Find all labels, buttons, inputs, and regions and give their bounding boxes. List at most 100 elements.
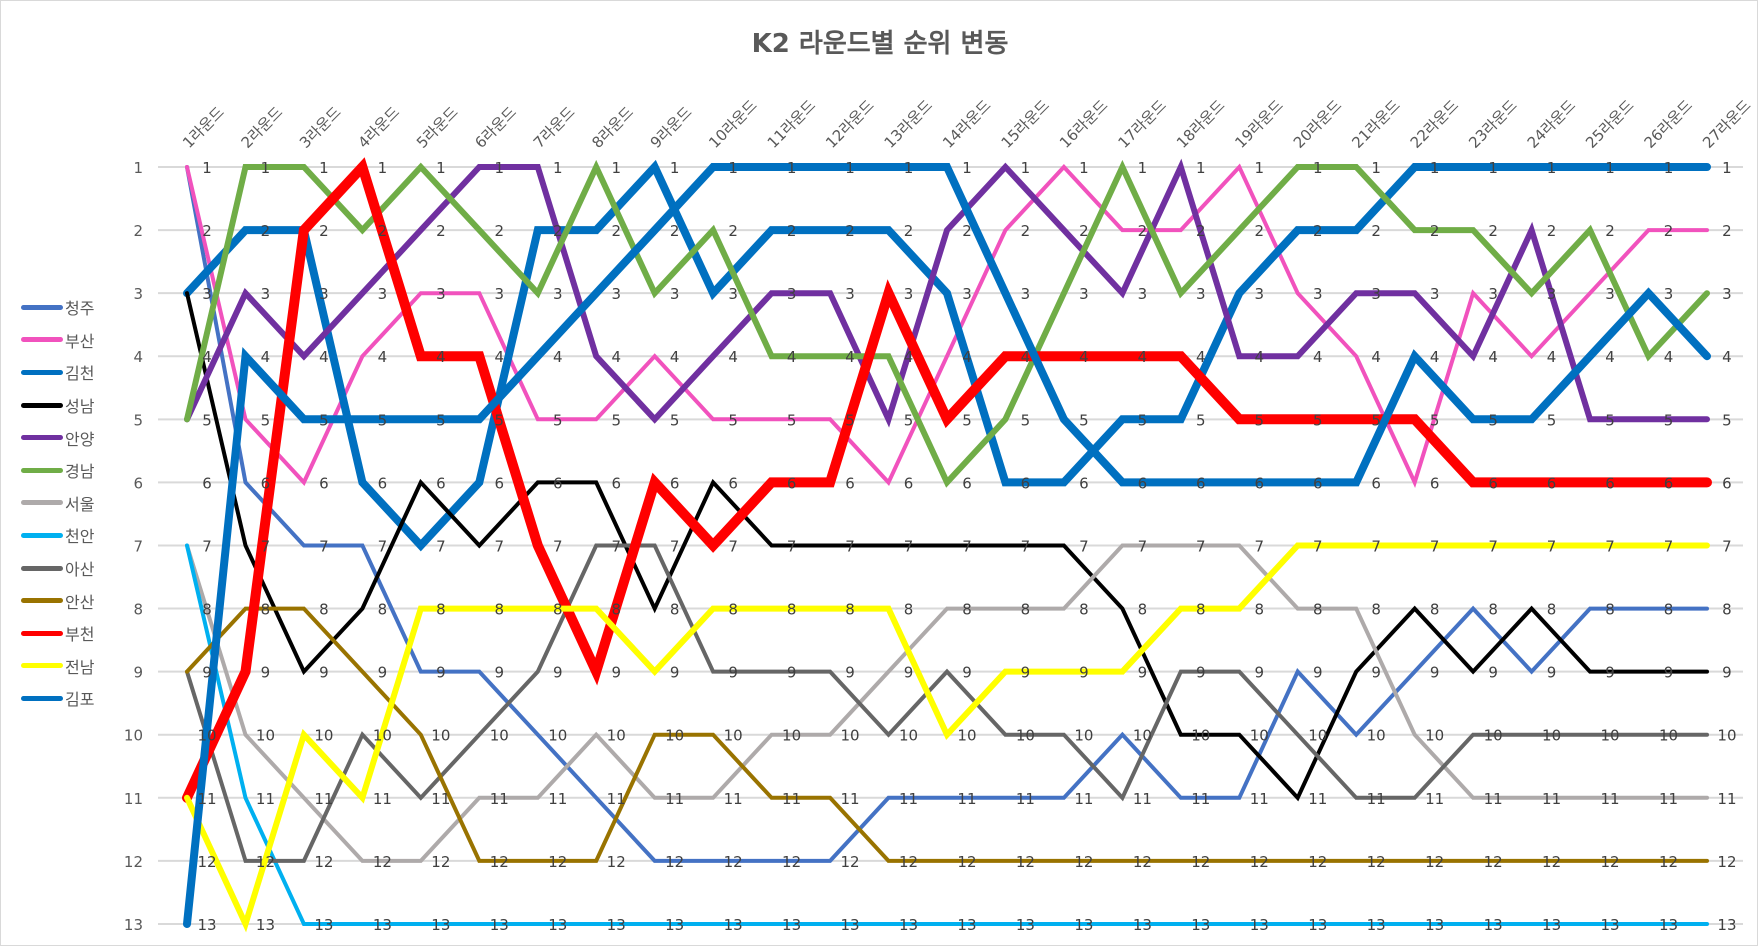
data-label: 10 [782, 727, 801, 745]
legend-item[interactable]: 김천 [21, 356, 121, 389]
legend-item[interactable]: 아산 [21, 552, 121, 585]
legend-swatch-icon [21, 304, 63, 310]
data-label: 9 [319, 664, 329, 682]
data-label: 3 [1196, 285, 1206, 303]
x-tick-label: 9라운드 [647, 103, 696, 152]
data-label: 1 [1313, 159, 1323, 177]
data-label: 11 [548, 790, 567, 808]
data-label: 2 [1664, 222, 1674, 240]
y-tick-label: 9 [133, 664, 143, 682]
legend-item[interactable]: 성남 [21, 389, 121, 422]
legend-item[interactable]: 부산 [21, 324, 121, 357]
legend-swatch-icon [21, 663, 63, 669]
x-tick-label: 1라운드 [179, 103, 228, 152]
y-tick-label: 7 [133, 537, 143, 555]
data-label: 2 [436, 222, 446, 240]
data-label: 2 [319, 222, 329, 240]
legend-item[interactable]: 안양 [21, 421, 121, 454]
data-label: 8 [378, 601, 388, 619]
legend-item[interactable]: 전남 [21, 650, 121, 683]
data-label: 5 [1255, 411, 1265, 429]
series-line-0[interactable] [185, 165, 1709, 863]
series-line-8[interactable] [185, 543, 1709, 863]
data-label: 10 [1425, 727, 1444, 745]
data-label: 4 [1430, 348, 1440, 366]
data-label: 6 [962, 474, 972, 492]
chart-title: K2 라운드별 순위 변동 [751, 29, 1009, 59]
series-line-12[interactable] [183, 163, 1711, 928]
legend-item[interactable]: 청주 [21, 291, 121, 324]
data-label: 6 [904, 474, 914, 492]
legend-item[interactable]: 김포 [21, 682, 121, 715]
data-label: 11 [431, 790, 450, 808]
data-label: 3 [962, 285, 972, 303]
series-line-4[interactable] [184, 158, 1710, 428]
data-label: 11 [314, 790, 333, 808]
data-label: 4 [1371, 348, 1381, 366]
series-line-2[interactable] [183, 159, 1711, 552]
data-label: 2 [1488, 222, 1498, 240]
data-label: 9 [611, 664, 621, 682]
series-line-1[interactable] [185, 163, 1709, 488]
data-label: 12 [431, 853, 450, 871]
data-label: 8 [202, 601, 212, 619]
legend-item[interactable]: 서울 [21, 487, 121, 520]
data-label: 5 [670, 411, 680, 429]
data-label: 3 [1021, 285, 1031, 303]
data-label: 12 [1425, 853, 1444, 871]
legend-swatch-icon [21, 467, 63, 473]
data-label: 3 [319, 285, 329, 303]
legend-item[interactable]: 안산 [21, 584, 121, 617]
data-label: 1 [904, 159, 914, 177]
data-label: 11 [724, 790, 743, 808]
data-label: 2 [1430, 222, 1440, 240]
data-label: 11 [197, 790, 216, 808]
data-label: 7 [670, 537, 680, 555]
legend-item[interactable]: 경남 [21, 454, 121, 487]
data-label: 13 [431, 916, 450, 934]
data-label: 5 [1313, 411, 1323, 429]
series-line-7[interactable] [185, 543, 1709, 926]
y-tick-label: 4 [133, 348, 143, 366]
data-label: 10 [256, 727, 275, 745]
data-label: 3 [1605, 285, 1615, 303]
data-label: 6 [1021, 474, 1031, 492]
x-tick-label: 4라운드 [354, 103, 403, 152]
data-label: 11 [1133, 790, 1152, 808]
data-label: 5 [495, 411, 505, 429]
x-tick-label: 7라운드 [530, 103, 579, 152]
data-label: 6 [1547, 474, 1557, 492]
series-line-10[interactable] [182, 157, 1712, 803]
legend-item[interactable]: 부천 [21, 617, 121, 650]
data-label: 10 [1542, 727, 1561, 745]
data-label: 5 [553, 411, 563, 429]
data-label: 7 [1021, 537, 1031, 555]
data-label: 5 [904, 411, 914, 429]
data-label: 8 [319, 601, 329, 619]
data-label: 13 [256, 916, 275, 934]
data-label: 1 [1488, 159, 1498, 177]
data-label: 1 [261, 159, 271, 177]
data-label: 6 [1430, 474, 1440, 492]
data-label: 10 [314, 727, 333, 745]
series-line-11[interactable] [184, 542, 1710, 933]
data-label: 1 [1371, 159, 1381, 177]
data-label: 7 [1255, 537, 1265, 555]
series-line-6[interactable] [185, 543, 1709, 863]
data-label: 5 [1488, 411, 1498, 429]
data-label: 1 [553, 159, 563, 177]
data-label: 1 [1196, 159, 1206, 177]
data-labels: 1234567891011121312345678910111213123456… [197, 159, 1736, 934]
data-label: 2 [845, 222, 855, 240]
series-line-3[interactable] [185, 291, 1709, 802]
legend-item[interactable]: 천안 [21, 519, 121, 552]
legend-swatch-icon [21, 369, 63, 375]
data-label: 7 [1664, 537, 1674, 555]
legend-label: 안양 [65, 429, 95, 449]
series-line-5[interactable] [184, 159, 1710, 488]
data-label: 10 [1484, 727, 1503, 745]
x-tick-label: 14라운드 [939, 96, 995, 152]
series-line-9[interactable] [185, 606, 1709, 863]
data-label: 10 [431, 727, 450, 745]
x-tick-label: 11라운드 [764, 96, 820, 152]
